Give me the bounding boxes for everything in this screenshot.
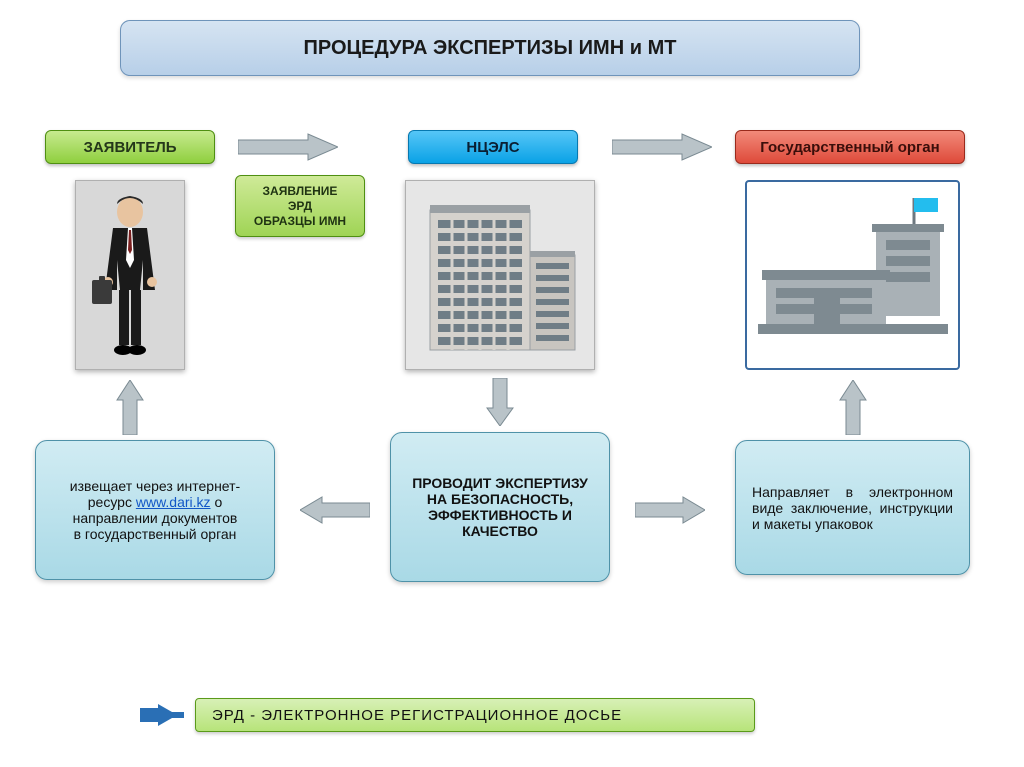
application-line3: ОБРАЗЦЫ ИМН xyxy=(254,214,346,229)
legend-text: ЭРД - ЭЛЕКТРОННОЕ РЕГИСТРАЦИОННОЕ ДОСЬЕ xyxy=(212,707,622,724)
info-right-box: Направляет в электронном виде заключение… xyxy=(735,440,970,575)
applicant-label: ЗАЯВИТЕЛЬ xyxy=(45,130,215,164)
arrow-center-down xyxy=(485,378,515,426)
legend-arrow-icon xyxy=(140,704,178,726)
application-line2: ЭРД xyxy=(254,199,346,214)
info-left-box: извещает через интернет-ресурс www.dari.… xyxy=(35,440,275,580)
info-center-text: ПРОВОДИТ ЭКСПЕРТИЗУ НА БЕЗОПАСНОСТЬ, ЭФФ… xyxy=(407,475,593,539)
arrow-left-up xyxy=(115,380,145,435)
info-right-text: Направляет в электронном виде заключение… xyxy=(752,484,953,532)
applicant-image xyxy=(75,180,185,370)
legend-box: ЭРД - ЭЛЕКТРОННОЕ РЕГИСТРАЦИОННОЕ ДОСЬЕ xyxy=(195,698,755,732)
arrow-right-up xyxy=(838,380,868,435)
center-image xyxy=(405,180,595,370)
gov-image-frame xyxy=(745,180,960,370)
arrow-applicant-to-center xyxy=(238,132,338,162)
center-label-text: НЦЭЛС xyxy=(466,139,519,156)
applicant-label-text: ЗАЯВИТЕЛЬ xyxy=(83,139,176,156)
application-line1: ЗАЯВЛЕНИЕ xyxy=(254,184,346,199)
person-icon xyxy=(85,190,175,360)
info-left-last: в государственный орган xyxy=(74,526,237,542)
title-text: ПРОЦЕДУРА ЭКСПЕРТИЗЫ ИМН и МТ xyxy=(304,37,677,60)
arrow-center-to-gov xyxy=(612,132,712,162)
title-box: ПРОЦЕДУРА ЭКСПЕРТИЗЫ ИМН и МТ xyxy=(120,20,860,76)
building-icon xyxy=(410,185,590,365)
info-center-box: ПРОВОДИТ ЭКСПЕРТИЗУ НА БЕЗОПАСНОСТЬ, ЭФФ… xyxy=(390,432,610,582)
application-box: ЗАЯВЛЕНИЕ ЭРД ОБРАЗЦЫ ИМН xyxy=(235,175,365,237)
arrow-center-to-right xyxy=(635,495,705,525)
gov-label: Государственный орган xyxy=(735,130,965,164)
info-left-link[interactable]: www.dari.kz xyxy=(136,494,211,510)
gov-building-icon xyxy=(758,190,948,350)
gov-label-text: Государственный орган xyxy=(760,139,939,156)
arrow-center-to-left xyxy=(300,495,370,525)
info-left-text: извещает через интернет-ресурс www.dari.… xyxy=(52,478,258,542)
center-label: НЦЭЛС xyxy=(408,130,578,164)
